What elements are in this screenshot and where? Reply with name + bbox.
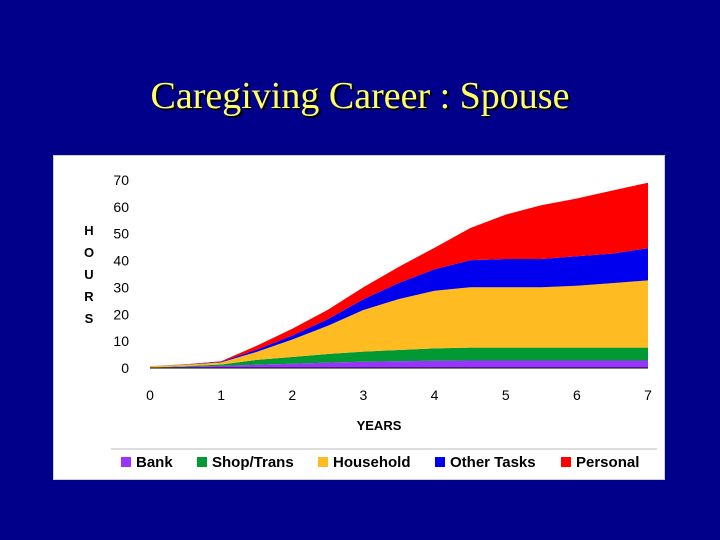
slide-title: Caregiving Career : Spouse xyxy=(150,75,570,117)
x-tick-label: 4 xyxy=(431,387,439,403)
area-shop-trans xyxy=(150,347,648,368)
area-series-group xyxy=(150,182,648,368)
x-tick-label: 1 xyxy=(217,387,225,403)
x-tick-label: 6 xyxy=(573,387,581,403)
y-tick-label: 50 xyxy=(113,226,129,242)
y-axis-title-letter: S xyxy=(85,311,94,326)
legend-label-shop-trans: Shop/Trans xyxy=(212,454,294,471)
legend-swatch-household xyxy=(318,457,328,467)
y-tick-label: 10 xyxy=(113,333,129,349)
legend-label-other-tasks: Other Tasks xyxy=(450,454,536,471)
legend-swatch-bank xyxy=(121,457,131,467)
area-bank xyxy=(150,360,648,368)
chart-legend: Bank Shop/Trans Household Other Tasks Person… xyxy=(111,448,657,471)
area-household xyxy=(150,280,648,368)
legend-swatch-other-tasks xyxy=(435,457,445,467)
y-axis-title-letter: H xyxy=(84,223,93,238)
legend-label-household: Household xyxy=(333,454,411,471)
area-personal xyxy=(150,182,648,367)
y-tick-label: 20 xyxy=(113,306,129,322)
x-tick-labels: 0 1 2 3 4 5 6 7 xyxy=(146,387,652,403)
y-axis-title-letter: R xyxy=(84,289,94,304)
legend-swatch-personal xyxy=(561,457,571,467)
y-tick-label: 40 xyxy=(113,253,129,269)
legend-label-bank: Bank xyxy=(136,454,173,471)
y-axis-title-letter: O xyxy=(84,245,94,260)
legend-label-personal: Personal xyxy=(576,454,639,471)
x-tick-label: 5 xyxy=(502,387,510,403)
y-tick-label: 70 xyxy=(113,172,129,188)
x-tick-label: 2 xyxy=(288,387,296,403)
x-axis-title: YEARS xyxy=(357,418,402,433)
x-tick-label: 3 xyxy=(360,387,368,403)
y-tick-label: 0 xyxy=(121,360,129,376)
legend-swatch-shop-trans xyxy=(197,457,207,467)
x-tick-label: 0 xyxy=(146,387,154,403)
y-tick-label: 30 xyxy=(113,279,129,295)
y-tick-label: 60 xyxy=(113,199,129,215)
area-other-tasks xyxy=(150,248,648,367)
x-tick-label: 7 xyxy=(644,387,652,403)
y-tick-labels: 0 10 20 30 40 50 60 70 xyxy=(113,172,129,376)
y-axis-title-letter: U xyxy=(84,267,93,282)
